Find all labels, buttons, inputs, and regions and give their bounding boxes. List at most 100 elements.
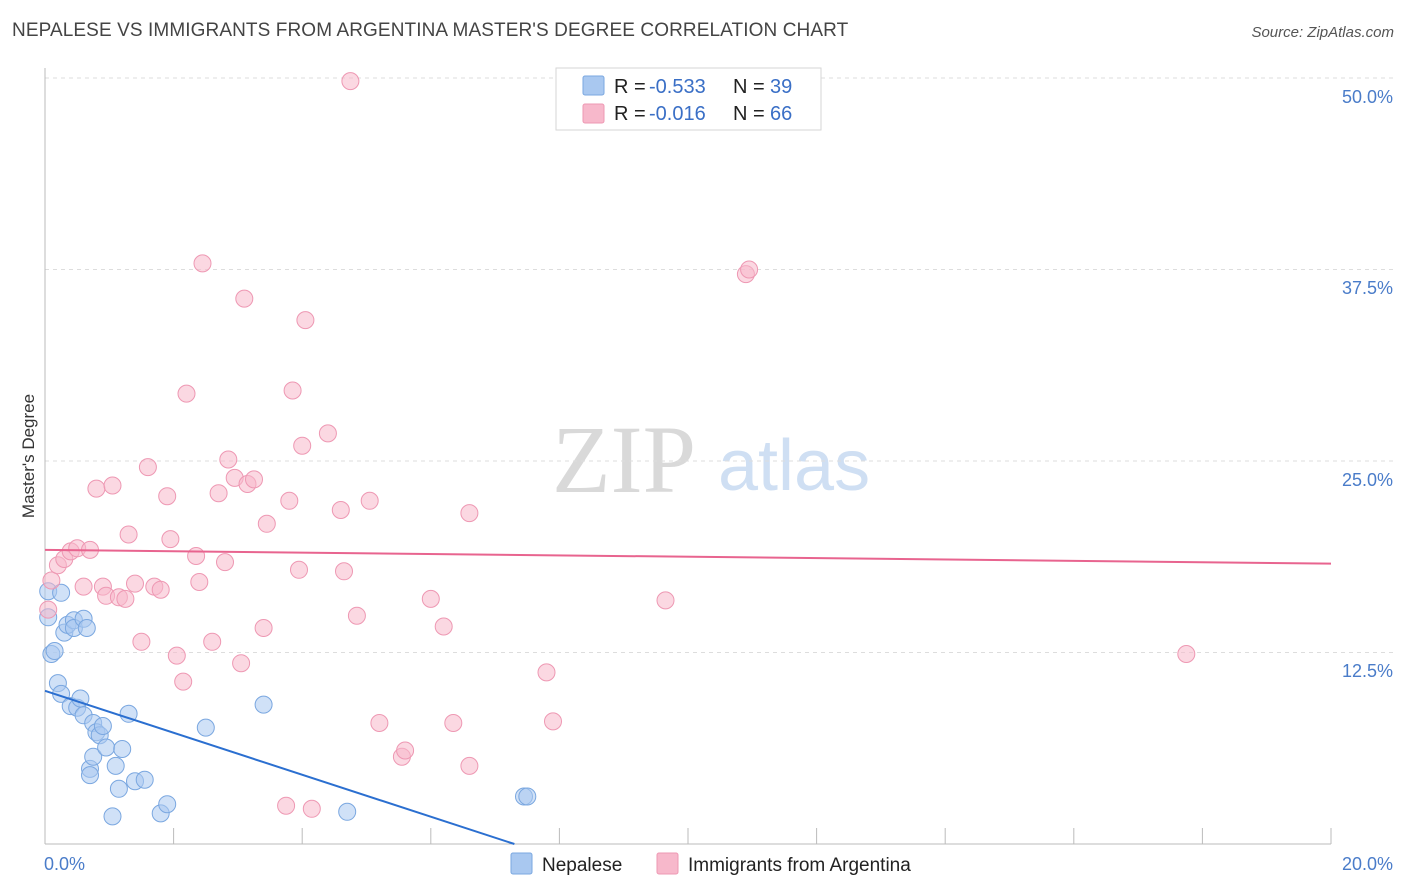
argentina-point-46 bbox=[318, 424, 337, 443]
grid-layer bbox=[45, 77, 1393, 653]
legend-swatch-nepalese bbox=[582, 75, 605, 96]
points-layer bbox=[39, 72, 1196, 826]
argentina-point-57 bbox=[444, 714, 463, 732]
legend-r-value-nepalese: -0.533 bbox=[649, 76, 706, 98]
argentina-point-54 bbox=[396, 741, 415, 760]
y-tick-37-5: 37.5% bbox=[1342, 278, 1393, 298]
argentina-point-29 bbox=[209, 484, 228, 503]
argentina-point-56 bbox=[434, 617, 453, 636]
argentina-point-13 bbox=[116, 589, 135, 608]
y-axis-label: Master's Degree bbox=[19, 394, 38, 518]
legend-swatch-argentina bbox=[582, 103, 605, 124]
argentina-point-28 bbox=[203, 632, 222, 651]
argentina-point-6 bbox=[74, 577, 93, 596]
argentina-point-15 bbox=[126, 574, 144, 593]
argentina-point-26 bbox=[190, 573, 209, 591]
nepalese-point-20 bbox=[84, 747, 103, 766]
bottom-swatch-nepalese bbox=[510, 852, 533, 875]
argentina-point-27 bbox=[193, 254, 212, 273]
argentina-point-64 bbox=[740, 260, 759, 279]
nepalese-point-38 bbox=[518, 787, 537, 806]
argentina-point-0 bbox=[39, 600, 58, 619]
argentina-point-42 bbox=[290, 560, 308, 579]
argentina-point-62 bbox=[656, 591, 675, 610]
y-tick-50: 50.0% bbox=[1342, 87, 1393, 107]
argentina-point-23 bbox=[174, 672, 193, 691]
legend-n-value-nepalese: 39 bbox=[770, 76, 792, 98]
y-tick-25: 25.0% bbox=[1342, 470, 1393, 490]
nepalese-point-27 bbox=[109, 779, 128, 798]
nepalese-point-31 bbox=[135, 770, 154, 789]
argentina-point-14 bbox=[119, 525, 138, 544]
nepalese-point-34 bbox=[196, 718, 215, 737]
argentina-point-44 bbox=[296, 311, 315, 330]
argentina-point-43 bbox=[293, 436, 312, 455]
argentina-point-41 bbox=[283, 381, 302, 400]
legend-n-label-argentina: N = bbox=[733, 103, 765, 125]
x-tick-max: 20.0% bbox=[1342, 854, 1393, 874]
argentina-point-40 bbox=[280, 491, 299, 510]
nepalese-point-28 bbox=[113, 740, 132, 758]
argentina-point-50 bbox=[347, 606, 366, 625]
argentina-point-11 bbox=[103, 476, 122, 495]
argentina-point-48 bbox=[335, 562, 353, 581]
argentina-point-24 bbox=[177, 384, 196, 403]
watermark-zip: ZIP bbox=[552, 406, 696, 513]
argentina-trend-line bbox=[44, 548, 1332, 565]
nepalese-point-18 bbox=[81, 766, 99, 785]
watermark-atlas: atlas bbox=[718, 426, 870, 506]
argentina-point-58 bbox=[460, 756, 479, 775]
argentina-point-20 bbox=[158, 487, 177, 506]
argentina-point-36 bbox=[245, 470, 263, 489]
nepalese-trend-line bbox=[44, 689, 515, 845]
nepalese-point-29 bbox=[119, 704, 138, 723]
argentina-point-51 bbox=[360, 491, 379, 510]
trend-layer bbox=[44, 548, 1332, 845]
argentina-point-49 bbox=[341, 72, 360, 91]
argentina-point-30 bbox=[216, 553, 234, 572]
argentina-point-31 bbox=[219, 450, 238, 469]
argentina-point-8 bbox=[87, 479, 106, 498]
nepalese-point-26 bbox=[106, 756, 125, 775]
argentina-point-55 bbox=[421, 589, 440, 608]
argentina-point-34 bbox=[235, 289, 254, 308]
argentina-point-60 bbox=[537, 663, 556, 682]
argentina-point-38 bbox=[257, 514, 276, 533]
bottom-legend-argentina: Immigrants from Argentina bbox=[688, 855, 911, 876]
argentina-point-16 bbox=[132, 632, 151, 651]
argentina-point-39 bbox=[277, 796, 296, 815]
argentina-point-61 bbox=[544, 712, 562, 731]
legend-r-label-argentina: R = bbox=[614, 103, 646, 125]
argentina-point-47 bbox=[331, 501, 350, 519]
series-legend: Nepalese Immigrants from Argentina bbox=[510, 852, 911, 876]
argentina-point-37 bbox=[254, 619, 273, 637]
argentina-point-19 bbox=[151, 580, 170, 599]
chart-source: Source: ZipAtlas.com bbox=[1251, 24, 1394, 41]
x-tick-min: 0.0% bbox=[44, 854, 85, 874]
nepalese-point-33 bbox=[158, 795, 177, 814]
nepalese-point-3 bbox=[45, 642, 64, 660]
stats-legend: R = -0.533 N = 39 R = -0.016 N = 66 bbox=[555, 67, 822, 131]
axis-layer bbox=[44, 68, 1332, 845]
legend-n-value-argentina: 66 bbox=[770, 103, 792, 125]
argentina-point-52 bbox=[370, 714, 389, 732]
legend-r-label-nepalese: R = bbox=[614, 76, 646, 98]
argentina-point-45 bbox=[302, 799, 321, 818]
nepalese-point-16 bbox=[77, 619, 96, 637]
argentina-point-22 bbox=[167, 646, 186, 665]
nepalese-point-36 bbox=[338, 802, 357, 821]
nepalese-point-24 bbox=[97, 738, 116, 757]
nepalese-point-23 bbox=[93, 717, 112, 735]
argentina-point-25 bbox=[187, 547, 206, 565]
bottom-legend-nepalese: Nepalese bbox=[542, 855, 622, 876]
legend-n-label-nepalese: N = bbox=[733, 76, 765, 98]
argentina-point-33 bbox=[232, 654, 251, 673]
argentina-point-17 bbox=[138, 458, 157, 477]
argentina-point-65 bbox=[1177, 645, 1196, 663]
legend-r-value-argentina: -0.016 bbox=[649, 103, 706, 125]
nepalese-point-35 bbox=[254, 695, 273, 714]
argentina-point-1 bbox=[42, 571, 61, 590]
nepalese-point-25 bbox=[103, 807, 122, 826]
argentina-point-59 bbox=[460, 504, 479, 523]
argentina-point-21 bbox=[161, 530, 180, 549]
